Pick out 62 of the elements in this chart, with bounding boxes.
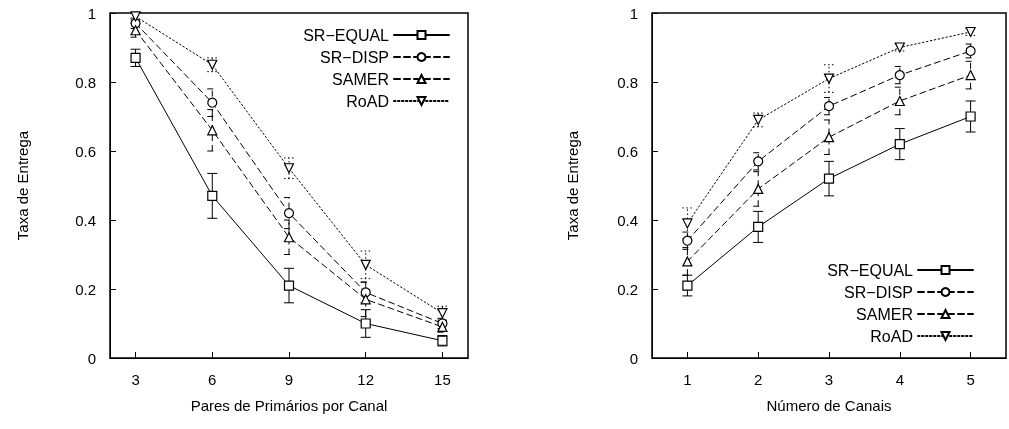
- legend-label: RoAD: [346, 92, 389, 110]
- y-tick-label: 0.6: [75, 142, 96, 160]
- y-tick-label: 0.2: [75, 280, 96, 298]
- point: [207, 125, 218, 136]
- point: [360, 259, 371, 270]
- y-tick-label: 1: [87, 4, 96, 22]
- point: [130, 52, 141, 63]
- point: [823, 73, 835, 84]
- y-tick-label: 0.2: [617, 280, 638, 298]
- point: [360, 318, 371, 329]
- x-tick-label: 15: [434, 371, 451, 388]
- y-tick-label: 0.8: [617, 73, 638, 91]
- point: [965, 111, 976, 122]
- x-tick-label: 9: [284, 371, 294, 388]
- y-axis-title: Taxa de Entrega: [14, 130, 31, 241]
- legend-label: RoAD: [870, 327, 913, 345]
- legend-label: SR−EQUAL: [303, 26, 390, 44]
- point: [360, 287, 371, 298]
- x-tick-label: 5: [966, 371, 975, 388]
- y-tick-label: 0.6: [617, 142, 638, 160]
- point: [753, 156, 764, 167]
- point: [823, 173, 835, 184]
- y-tick-label: 0: [629, 349, 638, 367]
- x-tick-label: 2: [754, 371, 763, 388]
- point: [894, 70, 905, 81]
- y-tick-label: 0.4: [617, 211, 638, 229]
- legend-label: SAMER: [332, 70, 389, 88]
- point: [682, 280, 693, 291]
- legend-label: SR−DISP: [320, 48, 389, 66]
- legend-label: SAMER: [856, 305, 913, 323]
- x-axis-title: Pares de Primários por Canal: [190, 397, 388, 414]
- legend-label: SR−DISP: [844, 283, 913, 301]
- point: [207, 190, 218, 201]
- y-tick-label: 0: [87, 349, 96, 367]
- point: [753, 221, 764, 232]
- point: [823, 132, 835, 143]
- point: [965, 70, 976, 81]
- point: [283, 208, 295, 219]
- point: [283, 232, 295, 243]
- point: [682, 256, 693, 267]
- x-tick-label: 3: [824, 371, 834, 388]
- x-tick-label: 6: [208, 371, 217, 388]
- point: [283, 280, 295, 291]
- x-tick-label: 4: [895, 371, 904, 388]
- point: [207, 97, 218, 108]
- y-axis-title: Taxa de Entrega: [564, 130, 581, 241]
- y-tick-label: 0.4: [75, 211, 96, 229]
- x-tick-label: 12: [357, 371, 375, 388]
- x-tick-label: 3: [131, 371, 140, 388]
- point: [682, 218, 693, 229]
- point: [360, 294, 371, 305]
- legend-label: SR−EQUAL: [827, 261, 914, 279]
- x-axis-title: Número de Canais: [766, 397, 892, 414]
- x-tick-label: 1: [683, 371, 692, 388]
- point: [682, 235, 693, 246]
- point: [894, 95, 905, 107]
- point: [283, 163, 295, 174]
- y-tick-label: 0.8: [75, 73, 96, 91]
- y-tick-label: 1: [629, 4, 638, 22]
- point: [823, 101, 835, 112]
- point: [753, 183, 764, 195]
- point: [894, 139, 905, 150]
